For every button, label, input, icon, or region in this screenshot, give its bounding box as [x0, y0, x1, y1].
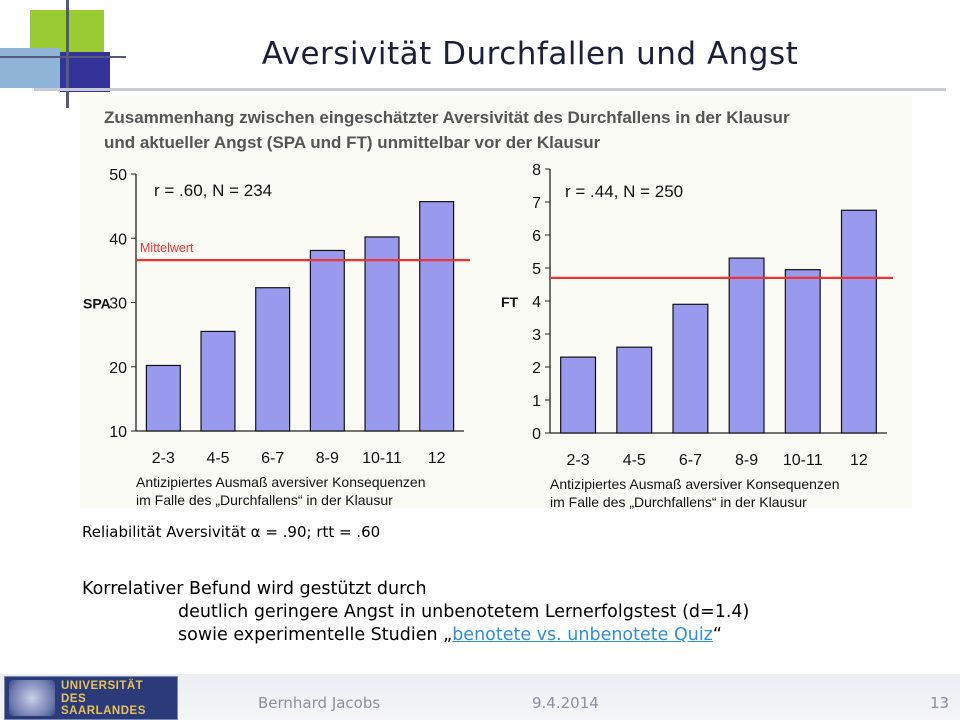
bar [784, 269, 821, 434]
y-tick-label: 6 [532, 228, 541, 245]
page-number: 13 [930, 694, 950, 712]
body-line-3: sowie experimentelle Studien „benotete v… [82, 624, 749, 647]
university-logo: UNIVERSITÄT DES SAARLANDES [4, 676, 178, 720]
x-tick-label: 6-7 [679, 452, 702, 469]
y-tick-label: 2 [532, 360, 541, 377]
bar [364, 236, 400, 432]
slide-title: Aversivität Durchfallen und Angst [261, 36, 799, 72]
quiz-study-link[interactable]: benotete vs. unbenotete Quiz [452, 625, 713, 645]
y-tick-label: 1 [532, 393, 541, 410]
y-tick-label: 7 [532, 195, 541, 212]
x-tick-label: 8-9 [316, 450, 339, 467]
figure-heading: Zusammenhang zwischen eingeschätzter Ave… [104, 105, 790, 155]
y-tick-label: 8 [532, 162, 541, 179]
figure-heading-line-1: Zusammenhang zwischen eingeschätzter Ave… [104, 108, 790, 127]
body-line-3-suffix: “ [712, 625, 722, 645]
y-tick-label: 3 [532, 327, 541, 344]
reliability-prefix: Reliabilität Aversivität [82, 523, 251, 541]
figure-heading-line-2: und aktueller Angst (SPA und FT) unmitte… [104, 133, 601, 152]
y-tick-label: 4 [532, 294, 541, 311]
y-tick-label: 10 [109, 424, 127, 441]
x-axis-label-line-2: im Falle des „Durchfallens“ in der Klaus… [136, 492, 393, 508]
deco-vertical-line [66, 0, 69, 108]
y-tick-label: 30 [109, 296, 127, 313]
footer-author: Bernhard Jacobs [258, 694, 381, 712]
y-tick-label: 20 [109, 360, 127, 377]
body-text: Korrelativer Befund wird gestützt durch … [82, 578, 749, 647]
bar [616, 346, 653, 434]
alpha-symbol: α [250, 523, 261, 541]
deco-horizontal-line [0, 56, 126, 58]
x-tick-label: 12 [428, 450, 446, 467]
bar [728, 257, 765, 434]
bar [419, 201, 455, 432]
x-tick-label: 2-3 [567, 452, 590, 469]
mean-line-label: Mittelwert [140, 241, 194, 255]
y-axis-label: SPA [83, 296, 111, 312]
figure-panel [80, 96, 912, 508]
x-tick-label: 10-11 [783, 452, 823, 469]
reliability-suffix: = .90; rtt = .60 [260, 523, 381, 541]
logo-line-3: SAARLANDES [61, 705, 146, 717]
title-divider [34, 88, 946, 91]
correlation-annotation: r = .44, N = 250 [565, 182, 683, 201]
bar [255, 287, 291, 432]
correlation-annotation: r = .60, N = 234 [154, 181, 272, 200]
y-tick-label: 50 [109, 167, 127, 184]
logo-line-2: DES [61, 693, 87, 705]
x-axis-label-line-2: im Falle des „Durchfallens“ in der Klaus… [550, 494, 807, 510]
body-line-1: Korrelativer Befund wird gestützt durch [82, 579, 427, 599]
x-axis-label-line-1: Antizipiertes Ausmaß aversiver Konsequen… [550, 476, 839, 492]
y-tick-label: 0 [532, 426, 541, 443]
y-tick-label: 40 [109, 231, 127, 248]
x-tick-label: 4-5 [623, 452, 646, 469]
x-tick-label: 12 [850, 452, 868, 469]
bar [200, 330, 236, 432]
x-axis-label-line-1: Antizipiertes Ausmaß aversiver Konsequen… [136, 474, 425, 490]
x-tick-label: 10-11 [362, 450, 402, 467]
bar [560, 356, 597, 434]
x-tick-label: 8-9 [735, 452, 758, 469]
bar [672, 303, 709, 434]
spa-bar-chart: 10 20 30 40 50 SPA 2-3 4-5 6-7 8-9 10-11 12 Mittelwe… [83, 167, 470, 508]
deco-lightblue-square [0, 48, 60, 88]
logo-line-1: UNIVERSITÄT [61, 680, 144, 692]
university-seal-icon [9, 680, 55, 716]
reliability-note: Reliabilität Aversivität α = .90; rtt = … [82, 523, 380, 541]
y-tick-label: 5 [532, 261, 541, 278]
bar [840, 209, 877, 434]
bar [309, 249, 345, 432]
footer-date: 9.4.2014 [532, 694, 599, 712]
y-axis-label: FT [501, 294, 519, 310]
body-line-2: deutlich geringere Angst in unbenotetem … [178, 602, 750, 622]
x-tick-label: 6-7 [261, 450, 284, 467]
x-tick-label: 2-3 [152, 450, 175, 467]
body-line-3-prefix: sowie experimentelle Studien „ [178, 625, 453, 645]
bar [145, 364, 181, 432]
x-tick-label: 4-5 [206, 450, 229, 467]
